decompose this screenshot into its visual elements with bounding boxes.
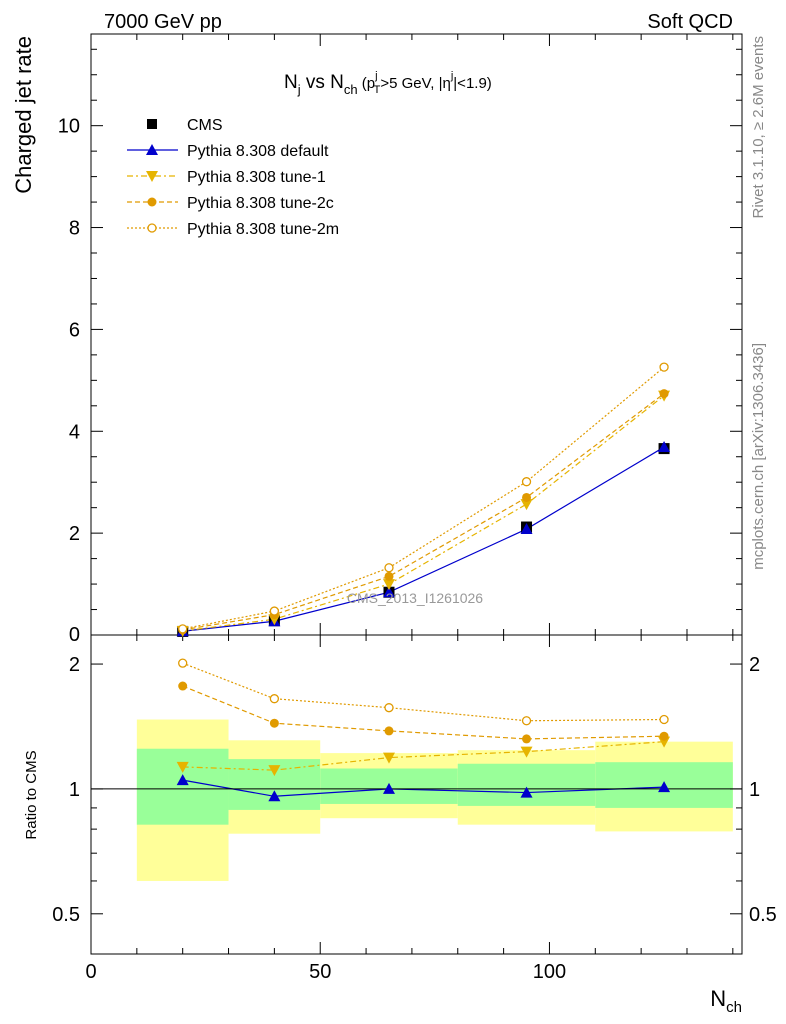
data-point xyxy=(521,477,532,487)
x-tick-label: 100 xyxy=(533,961,566,983)
legend-marker xyxy=(147,197,157,207)
ratio-y-axis-label: Ratio to CMS xyxy=(23,750,40,839)
title-cut-open: (p xyxy=(358,75,376,92)
ratio-point xyxy=(522,734,532,744)
data-point xyxy=(659,362,669,372)
tick-labels: 0 50 100 0 2 4 6 8 10 0.5 0.5 1 1 2 2 xyxy=(52,116,777,983)
ratio-tick-label: 1 xyxy=(69,779,80,801)
ratio-tick-label-right: 0.5 xyxy=(749,904,777,926)
series-lines xyxy=(182,366,665,797)
y-tick-label: 6 xyxy=(69,319,80,341)
legend-marker xyxy=(147,119,157,129)
legend-label: Pythia 8.308 tune-2m xyxy=(187,221,339,238)
y-axis-label: Charged jet rate xyxy=(11,36,36,194)
legend-label: Pythia 8.308 default xyxy=(187,143,329,160)
rivet-version-label: Rivet 3.1.10, ≥ 2.6M events xyxy=(750,36,767,219)
y-tick-label: 10 xyxy=(58,116,80,138)
ratio-point xyxy=(382,782,395,794)
ratio-series-line xyxy=(182,685,665,740)
ratio-point xyxy=(384,703,394,713)
ratio-point xyxy=(658,781,671,793)
y-tick-label: 0 xyxy=(69,624,80,646)
y-tick-label: 4 xyxy=(69,421,80,443)
series-line xyxy=(182,366,665,630)
mcplots-source-label: mcplots.cern.ch [arXiv:1306.3436] xyxy=(750,343,767,570)
data-point xyxy=(658,441,671,453)
data-point xyxy=(520,523,533,535)
x-axis-label-sub: ch xyxy=(726,999,742,1016)
ratio-point xyxy=(659,714,669,725)
title-cut-sup2: j xyxy=(450,70,453,82)
ratio-point xyxy=(268,765,281,777)
x-axis-label-main: N xyxy=(710,986,726,1011)
header-left-label: 7000 GeV pp xyxy=(104,11,222,33)
y-tick-label: 8 xyxy=(69,218,80,240)
ratio-tick-label-right: 1 xyxy=(749,779,760,801)
ratio-point xyxy=(520,746,533,758)
data-point xyxy=(384,571,394,581)
ratio-point xyxy=(520,786,533,798)
ratio-point xyxy=(178,681,188,691)
data-point xyxy=(522,492,532,502)
ratio-point xyxy=(268,790,281,802)
title-cut-mid: >5 GeV, |η xyxy=(380,75,450,92)
title-cut-close: |<1.9) xyxy=(453,75,492,92)
ratio-tick-label: 0.5 xyxy=(52,904,80,926)
data-point xyxy=(384,563,394,573)
legend-marker xyxy=(147,223,157,233)
data-point xyxy=(382,586,395,598)
ratio-point xyxy=(176,761,189,773)
title-cut-sub: T xyxy=(374,84,381,96)
ratio-bands xyxy=(136,719,733,881)
legend-label: Pythia 8.308 tune-2c xyxy=(187,195,334,212)
ratio-band-inner xyxy=(457,763,596,806)
ratio-point xyxy=(382,752,395,764)
ratio-point xyxy=(178,658,188,668)
data-point xyxy=(382,579,395,591)
ratio-point xyxy=(384,726,394,736)
ratio-series-line xyxy=(182,741,665,771)
y-tick-label: 2 xyxy=(69,523,80,545)
ratio-point xyxy=(659,731,669,741)
legend-label: Pythia 8.308 tune-1 xyxy=(187,169,326,186)
ratio-point xyxy=(269,718,279,728)
ratio-point xyxy=(176,774,189,786)
legend-marker xyxy=(146,171,158,182)
title-n-sub: j xyxy=(297,82,301,97)
data-point xyxy=(269,606,280,616)
series-markers xyxy=(176,362,671,802)
ratio-point xyxy=(269,694,280,704)
ratio-point xyxy=(521,716,532,726)
title-cut-sup: j xyxy=(374,70,377,82)
ratio-tick-label: 2 xyxy=(69,654,80,676)
data-point xyxy=(520,499,533,511)
x-axis-label: Nch xyxy=(710,986,742,1016)
x-tick-label: 0 xyxy=(85,961,96,983)
title-ch-sub: ch xyxy=(344,82,358,97)
x-tick-label: 50 xyxy=(309,961,331,983)
plot-title: Nj vs Nch (pj T>5 GeV, |ηj|<1.9) xyxy=(284,70,492,97)
ratio-series-line xyxy=(182,662,665,722)
data-point xyxy=(659,389,669,399)
ratio-band-inner xyxy=(136,748,229,825)
ratio-tick-label-right: 2 xyxy=(749,654,760,676)
data-point xyxy=(178,624,188,634)
ratio-panel-frame xyxy=(90,634,743,955)
title-n: N xyxy=(284,72,298,93)
title-vs: vs N xyxy=(301,72,344,93)
analysis-watermark: CMS_2013_I1261026 xyxy=(347,590,483,606)
legend-marker xyxy=(146,144,158,155)
legend: CMS Pythia 8.308 default Pythia 8.308 tune… xyxy=(127,117,339,238)
legend-label: CMS xyxy=(187,117,223,134)
header-right-label: Soft QCD xyxy=(647,11,733,33)
